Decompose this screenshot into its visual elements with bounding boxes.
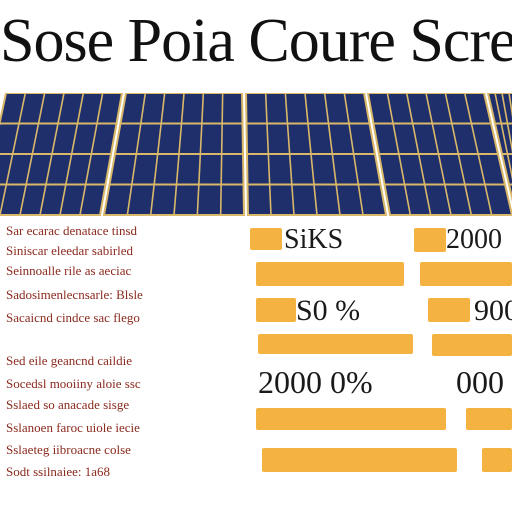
value-label: 000 xyxy=(456,364,504,400)
value-label: 2000 0% xyxy=(258,364,373,400)
panel-cell-line xyxy=(463,93,493,216)
solar-panel-banner xyxy=(0,93,512,218)
text-line: Socedsl mooiiny aloie ssc xyxy=(6,377,141,391)
panel-cell-line xyxy=(173,93,185,216)
text-line: Sslaeteg iibroacne colse xyxy=(6,443,131,457)
bar xyxy=(250,228,282,250)
panel-cell-line xyxy=(149,93,166,216)
panel-cell-line xyxy=(79,93,104,216)
bar xyxy=(414,228,446,252)
panel-cell-line xyxy=(219,93,224,216)
bar xyxy=(256,262,404,286)
panel-cell-line xyxy=(386,93,412,216)
panel-cell-line xyxy=(323,93,341,216)
text-line: Sar ecarac denatace tinsd xyxy=(6,224,138,238)
value-label: SiKS xyxy=(284,224,344,255)
bar xyxy=(482,448,512,472)
bar xyxy=(432,334,512,356)
text-line: Sslanoen faroc uiole iecie xyxy=(6,421,140,435)
panel-cell-line xyxy=(425,93,452,216)
panel-cell-line xyxy=(501,93,512,153)
panel-cell-line xyxy=(126,93,147,216)
text-line: Seinnoalle rile as aeciac xyxy=(6,264,132,278)
panel-cell-line xyxy=(444,93,473,216)
text-line: Sadosimenlecnsarle: Blsle xyxy=(6,288,143,302)
panel-cell-line xyxy=(0,93,27,216)
text-line: Sed eile geancnd caildie xyxy=(6,354,132,368)
panel-cell-line xyxy=(19,93,46,216)
panel-cell-line xyxy=(264,93,272,216)
panel-cell-line xyxy=(304,93,318,216)
bar xyxy=(256,298,296,322)
panel-cell-line xyxy=(59,93,85,216)
bar xyxy=(428,298,470,322)
bar xyxy=(262,448,457,472)
text-line: Sslaed so anacade sisge xyxy=(6,398,130,412)
page-title: Sose Poia Coure Scre xyxy=(0,7,512,75)
value-label: S0 % xyxy=(296,294,361,327)
panel-cell-line xyxy=(196,93,205,216)
panel-cell-line xyxy=(284,93,295,216)
text-line: Sacaicnd cindce sac flego xyxy=(6,311,140,325)
text-line: Siniscar eleedar sabirled xyxy=(6,244,134,258)
value-label: 900 xyxy=(474,294,512,327)
value-label: 2000 xyxy=(446,224,502,255)
bar xyxy=(420,262,512,286)
bar xyxy=(258,334,413,354)
bar xyxy=(256,408,446,430)
panel-cell-line xyxy=(405,93,432,216)
panel-cell-line xyxy=(494,93,512,180)
panel-cell-line xyxy=(39,93,65,216)
bar xyxy=(466,408,512,430)
text-line: Sodt ssilnaiee: 1a68 xyxy=(6,465,110,479)
description-text-block: Sar ecarac denatace tinsd Siniscar eleed… xyxy=(0,224,180,486)
panel-cell-line xyxy=(343,93,364,216)
solar-panels-illustration xyxy=(0,93,512,216)
